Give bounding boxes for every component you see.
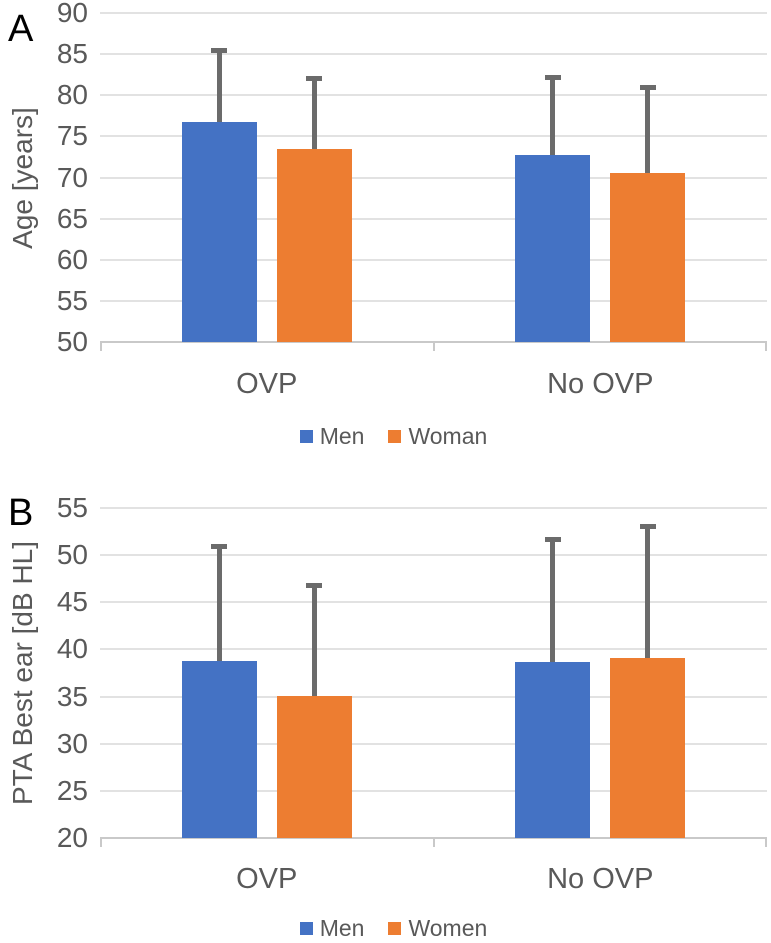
y-tick-label-80: 80 — [56, 79, 88, 111]
gridline-30 — [100, 742, 767, 745]
gridline-60 — [100, 258, 767, 261]
error-cap-men-no-ovp — [544, 537, 561, 543]
gridline-55 — [100, 507, 767, 509]
x-label-no-ovp: No OVP — [547, 368, 654, 400]
error-bar-women-ovp — [311, 583, 317, 696]
legend-entry-women: Women — [388, 917, 487, 940]
gridline-85 — [100, 53, 767, 56]
x-axis-labels-a: OVP No OVP — [100, 368, 767, 402]
y-axis-title-a: Age [years] — [7, 106, 38, 249]
error-cap-women-ovp — [306, 583, 323, 589]
legend-b: Men Women — [0, 917, 771, 940]
gridline-80 — [100, 94, 767, 97]
error-cap-woman-no-ovp — [639, 84, 656, 90]
bar-woman-no-ovp — [610, 173, 686, 342]
x-axis-tick-0 — [100, 342, 102, 351]
bar-women-ovp — [276, 695, 352, 838]
y-tick-label-60: 60 — [56, 243, 88, 275]
x-axis-tick-2 — [765, 342, 767, 351]
y-tick-label-65: 65 — [56, 202, 88, 234]
bar-men-ovp — [181, 660, 257, 838]
y-tick-label-55: 55 — [56, 492, 88, 523]
legend-label-woman: Woman — [408, 423, 488, 449]
bar-men-no-ovp — [515, 155, 591, 342]
gridline-45 — [100, 601, 767, 604]
gridline-25 — [100, 789, 767, 792]
gridline-55 — [100, 299, 767, 302]
x-axis-labels-b: OVP No OVP — [100, 863, 767, 897]
y-tick-label-40: 40 — [56, 633, 88, 665]
y-axis-title-box-b: PTA Best ear [dB HL] — [0, 508, 46, 838]
x-label-no-ovp: No OVP — [547, 863, 654, 895]
plot-area-a: 90 85 80 75 70 65 60 55 50 — [57, 0, 767, 356]
y-tick-label-75: 75 — [56, 120, 88, 152]
gridline-50 — [100, 554, 767, 557]
gridline-70 — [100, 176, 767, 179]
x-axis-tick-2 — [765, 838, 767, 847]
gridline-65 — [100, 217, 767, 220]
legend-label-women: Women — [408, 915, 488, 941]
y-tick-label-45: 45 — [56, 586, 88, 618]
bar-men-no-ovp — [515, 661, 591, 838]
error-bar-men-ovp — [216, 47, 222, 122]
y-tick-label-55: 55 — [56, 284, 88, 316]
error-bar-woman-ovp — [311, 76, 317, 149]
gridline-75 — [100, 135, 767, 138]
y-axis-title-box-a: Age [years] — [0, 13, 46, 342]
y-tick-label-85: 85 — [56, 38, 88, 70]
panel-letter-a: A — [8, 8, 34, 50]
bar-women-no-ovp — [610, 657, 686, 838]
gridline-35 — [100, 695, 767, 698]
y-tick-label-35: 35 — [56, 680, 88, 712]
error-cap-men-no-ovp — [544, 74, 561, 80]
y-tick-label-50: 50 — [56, 539, 88, 571]
legend-label-men: Men — [319, 423, 365, 449]
error-bar-men-ovp — [216, 543, 222, 661]
x-axis-tick-1 — [432, 342, 435, 351]
error-bar-men-no-ovp — [550, 537, 556, 662]
x-axis-tick-0 — [100, 838, 102, 847]
legend-entry-men: Men — [299, 423, 365, 449]
legend-swatch-women — [388, 922, 402, 935]
error-bar-women-no-ovp — [645, 524, 651, 658]
legend-swatch-men — [299, 922, 313, 935]
legend-entry-woman: Woman — [388, 425, 487, 448]
gridline-40 — [100, 648, 767, 651]
legend-swatch-woman — [388, 430, 402, 443]
error-bar-men-no-ovp — [550, 74, 556, 156]
y-tick-label-25: 25 — [56, 774, 88, 806]
gridline-90 — [100, 12, 767, 14]
plot-area-b: 55 50 45 40 35 30 25 20 — [57, 494, 767, 852]
error-cap-woman-ovp — [306, 76, 323, 82]
y-tick-label-50: 50 — [56, 326, 88, 357]
y-tick-label-30: 30 — [56, 727, 88, 759]
error-cap-men-ovp — [211, 543, 228, 549]
y-tick-label-90: 90 — [56, 0, 88, 28]
legend-swatch-men — [299, 430, 313, 443]
error-cap-women-no-ovp — [639, 524, 656, 530]
x-label-ovp: OVP — [236, 863, 298, 895]
bar-men-ovp — [181, 121, 257, 342]
x-label-ovp: OVP — [236, 368, 298, 400]
bar-woman-ovp — [276, 148, 352, 342]
legend-label-men: Men — [319, 915, 365, 941]
y-axis-title-b: PTA Best ear [dB HL] — [7, 540, 38, 806]
error-bar-woman-no-ovp — [645, 84, 651, 174]
error-cap-men-ovp — [211, 47, 228, 53]
x-axis-tick-1 — [432, 838, 435, 847]
legend-a: Men Woman — [0, 425, 771, 448]
legend-entry-men: Men — [299, 915, 365, 941]
panel-letter-b: B — [8, 492, 34, 534]
y-tick-label-70: 70 — [56, 161, 88, 193]
y-tick-label-20: 20 — [56, 822, 88, 853]
